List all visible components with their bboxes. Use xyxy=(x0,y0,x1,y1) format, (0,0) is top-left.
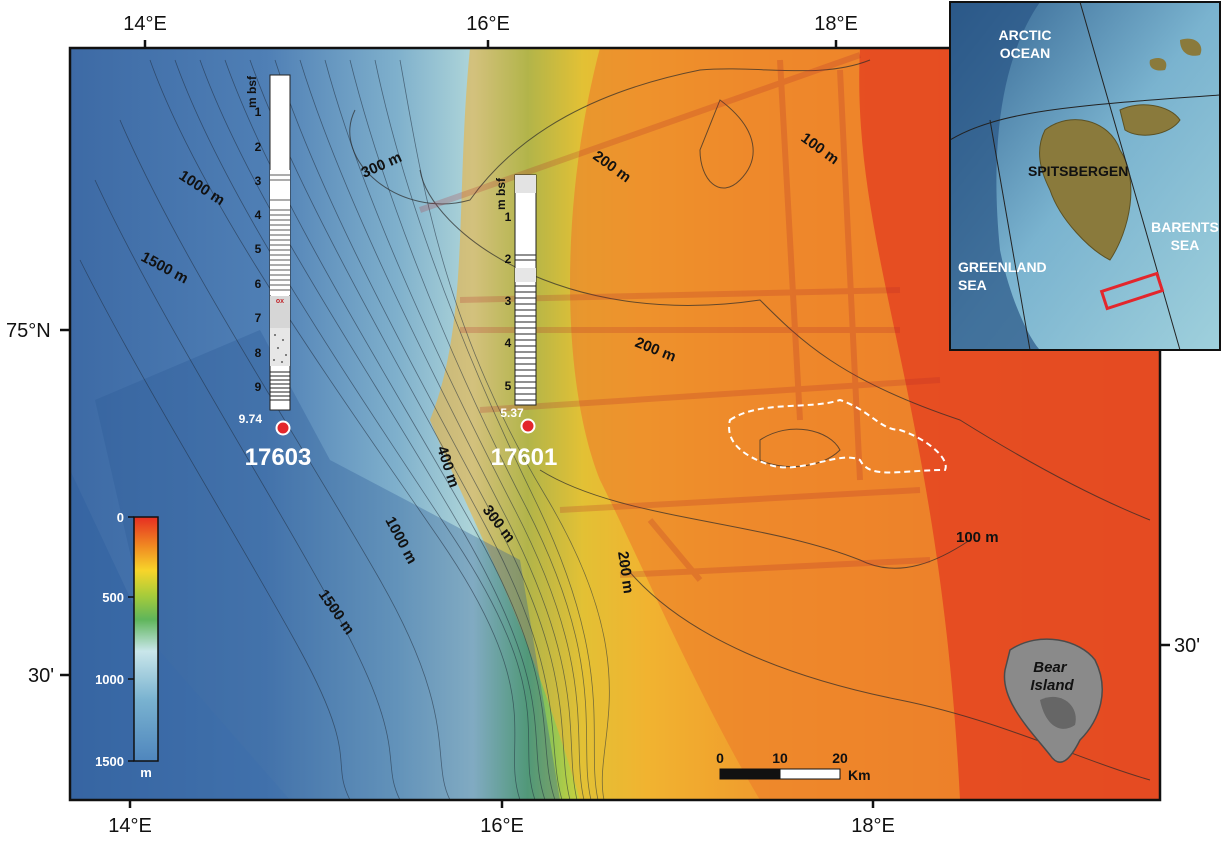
core-17601-tick-1: 1 xyxy=(505,210,512,224)
core-17603-tick-4: 4 xyxy=(255,208,262,222)
lon-top-18: 18°E xyxy=(814,13,858,35)
core-17601-base-depth: 5.37 xyxy=(500,406,524,420)
contour-label-100-lower: 100 m xyxy=(956,529,999,546)
lon-bottom-16: 16°E xyxy=(480,815,524,837)
core-17603-tick-9: 9 xyxy=(255,380,262,394)
depth-colorbar: 0 500 1000 1500 m xyxy=(95,510,159,780)
scale-tick-20: 20 xyxy=(832,750,848,766)
colorbar-tick-1000: 1000 xyxy=(95,672,124,687)
inset-label-greenland-sea: GREENLAND SEA xyxy=(958,259,1047,293)
contour-label-200-lower: 200 m xyxy=(614,550,637,594)
core-17603-base-depth: 9.74 xyxy=(239,412,263,426)
core-17603-tick-5: 5 xyxy=(255,242,262,256)
core-17603-tick-7: 7 xyxy=(255,311,262,325)
core-17603-tick-2: 2 xyxy=(255,140,262,154)
colorbar-tick-500: 500 xyxy=(102,590,124,605)
lat-left-75n: 75°N xyxy=(6,320,51,342)
core-17601-tick-5: 5 xyxy=(505,379,512,393)
lon-bottom-14: 14°E xyxy=(108,815,152,837)
core-log-17601: m bsf 1 2 3 4 5 5.37 17601 xyxy=(491,174,558,471)
core-17603-unit-label: m bsf xyxy=(245,75,259,108)
scale-tick-0: 0 xyxy=(716,750,724,766)
core-17603-tick-6: 6 xyxy=(255,277,262,291)
core-17603-tick-3: 3 xyxy=(255,174,262,188)
core-17601-unit-label: m bsf xyxy=(494,177,508,210)
core-17603-ox-label: ox xyxy=(276,298,284,305)
core-17601-label: 17601 xyxy=(491,444,558,471)
core-17601-marker[interactable] xyxy=(520,418,536,434)
core-17601-tick-3: 3 xyxy=(505,294,512,308)
scale-tick-10: 10 xyxy=(772,750,788,766)
dashed-feature-outline xyxy=(728,398,947,474)
lat-right-30: 30' xyxy=(1174,635,1200,657)
core-17601-tick-2: 2 xyxy=(505,252,512,266)
core-17603-label: 17603 xyxy=(245,444,312,471)
lon-top-16: 16°E xyxy=(466,13,510,35)
lon-bottom-18: 18°E xyxy=(851,815,895,837)
scale-bar: 0 10 20 Km xyxy=(716,750,870,783)
core-17601-tick-4: 4 xyxy=(505,336,512,350)
core-17603-marker[interactable] xyxy=(275,420,291,436)
inset-map: ARCTIC OCEAN SPITSBERGEN BARENTS SEA GREEN… xyxy=(949,1,1221,351)
scale-unit: Km xyxy=(848,767,871,783)
core-17603-tick-1: 1 xyxy=(255,105,262,119)
colorbar-unit: m xyxy=(140,765,152,780)
svalbard-landmass xyxy=(1039,119,1132,261)
lat-left-30: 30' xyxy=(28,665,54,687)
core-17603-tick-8: 8 xyxy=(255,346,262,360)
colorbar-tick-0: 0 xyxy=(117,510,124,525)
bear-island-label: Bear Island xyxy=(1030,659,1074,694)
core-log-17603: m bsf ox 1 2 3 4 5 6 xyxy=(239,74,312,471)
study-area-box xyxy=(1099,271,1165,311)
coordinate-ticks xyxy=(60,40,1170,808)
lon-top-14: 14°E xyxy=(123,13,167,35)
inset-label-spitsbergen: SPITSBERGEN xyxy=(1028,163,1128,179)
inset-label-arctic-ocean: ARCTIC OCEAN xyxy=(999,27,1052,61)
inset-label-barents-sea: BARENTS SEA xyxy=(1151,219,1219,253)
colorbar-tick-1500: 1500 xyxy=(95,754,124,769)
map-frame xyxy=(68,46,1162,802)
